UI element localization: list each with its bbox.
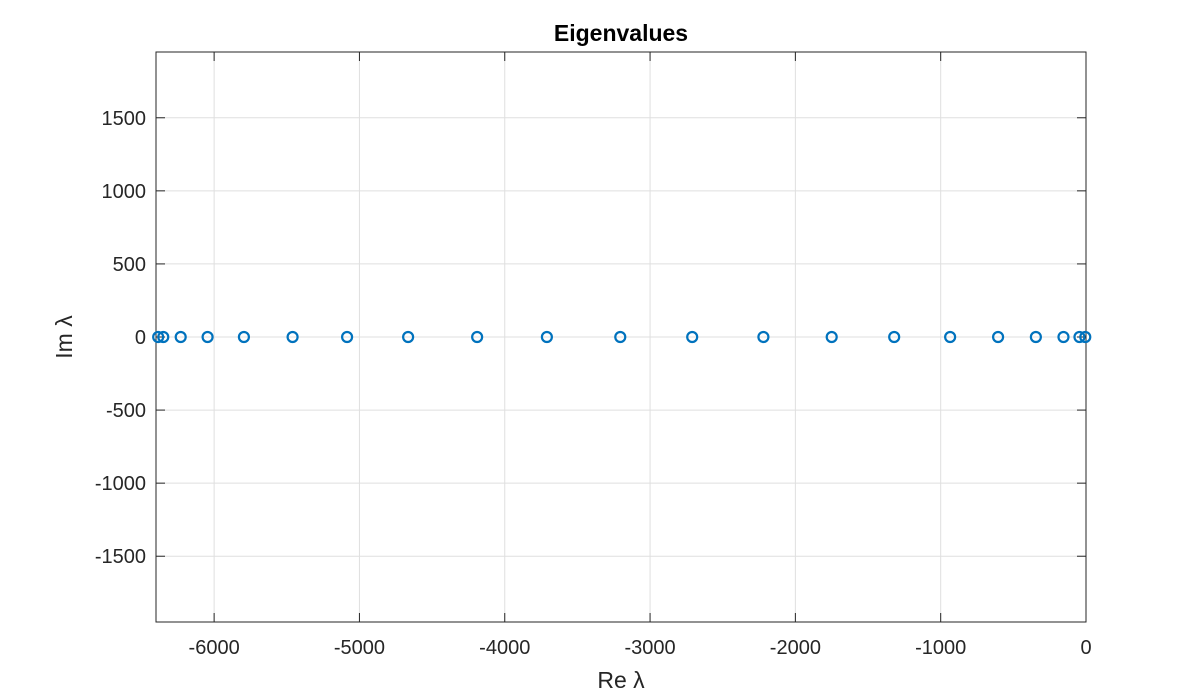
eigenvalue-marker — [888, 330, 901, 344]
x-tick-label: -1000 — [915, 637, 966, 659]
x-tick-label: 0 — [1080, 637, 1091, 659]
eigenvalue-marker — [157, 330, 170, 344]
eigenvalue-marker — [686, 330, 699, 344]
eigenvalue-marker — [402, 330, 415, 344]
x-tick-label: -6000 — [189, 637, 240, 659]
y-tick-label: -1500 — [95, 546, 146, 568]
eigenvalue-marker — [1073, 330, 1086, 344]
eigenvalue-marker — [757, 330, 770, 344]
data-markers — [152, 330, 1092, 344]
chart-title: Eigenvalues — [554, 20, 688, 46]
eigenvalue-marker — [286, 330, 299, 344]
eigenvalue-marker — [991, 330, 1005, 344]
eigenvalue-marker — [237, 330, 251, 344]
y-tick-label: -500 — [106, 400, 146, 422]
eigenvalue-marker — [944, 330, 957, 344]
eigenvalue-marker — [1079, 330, 1092, 344]
y-axis-label: Im λ — [51, 315, 77, 359]
eigenvalue-marker — [201, 330, 214, 344]
x-tick-label: -5000 — [334, 637, 385, 659]
eigenvalue-marker — [614, 330, 627, 344]
y-tick-label: 1500 — [102, 108, 147, 130]
eigenvalue-marker — [540, 330, 553, 344]
y-tick-label: 500 — [113, 254, 146, 276]
eigenvalue-marker — [1029, 330, 1042, 344]
eigenvalue-marker — [825, 330, 838, 344]
axis-ticks: -6000 -5000 -4000 -3000 -2000 -1000 0-1500-100… — [95, 52, 1092, 659]
x-tick-label: -2000 — [770, 637, 821, 659]
eigenvalue-marker — [174, 330, 187, 344]
eigenvalue-marker — [340, 330, 354, 344]
x-axis-label: Re λ — [597, 667, 645, 693]
y-tick-label: -1000 — [95, 473, 146, 495]
eigenvalue-marker — [471, 330, 484, 344]
grid-lines — [156, 52, 1087, 622]
y-tick-label: 0 — [135, 327, 146, 349]
y-tick-label: 1000 — [102, 181, 147, 203]
eigenvalue-marker — [1057, 330, 1070, 344]
x-tick-label: -4000 — [479, 637, 530, 659]
x-tick-label: -3000 — [624, 637, 675, 659]
eigenvalue-marker — [152, 330, 165, 344]
